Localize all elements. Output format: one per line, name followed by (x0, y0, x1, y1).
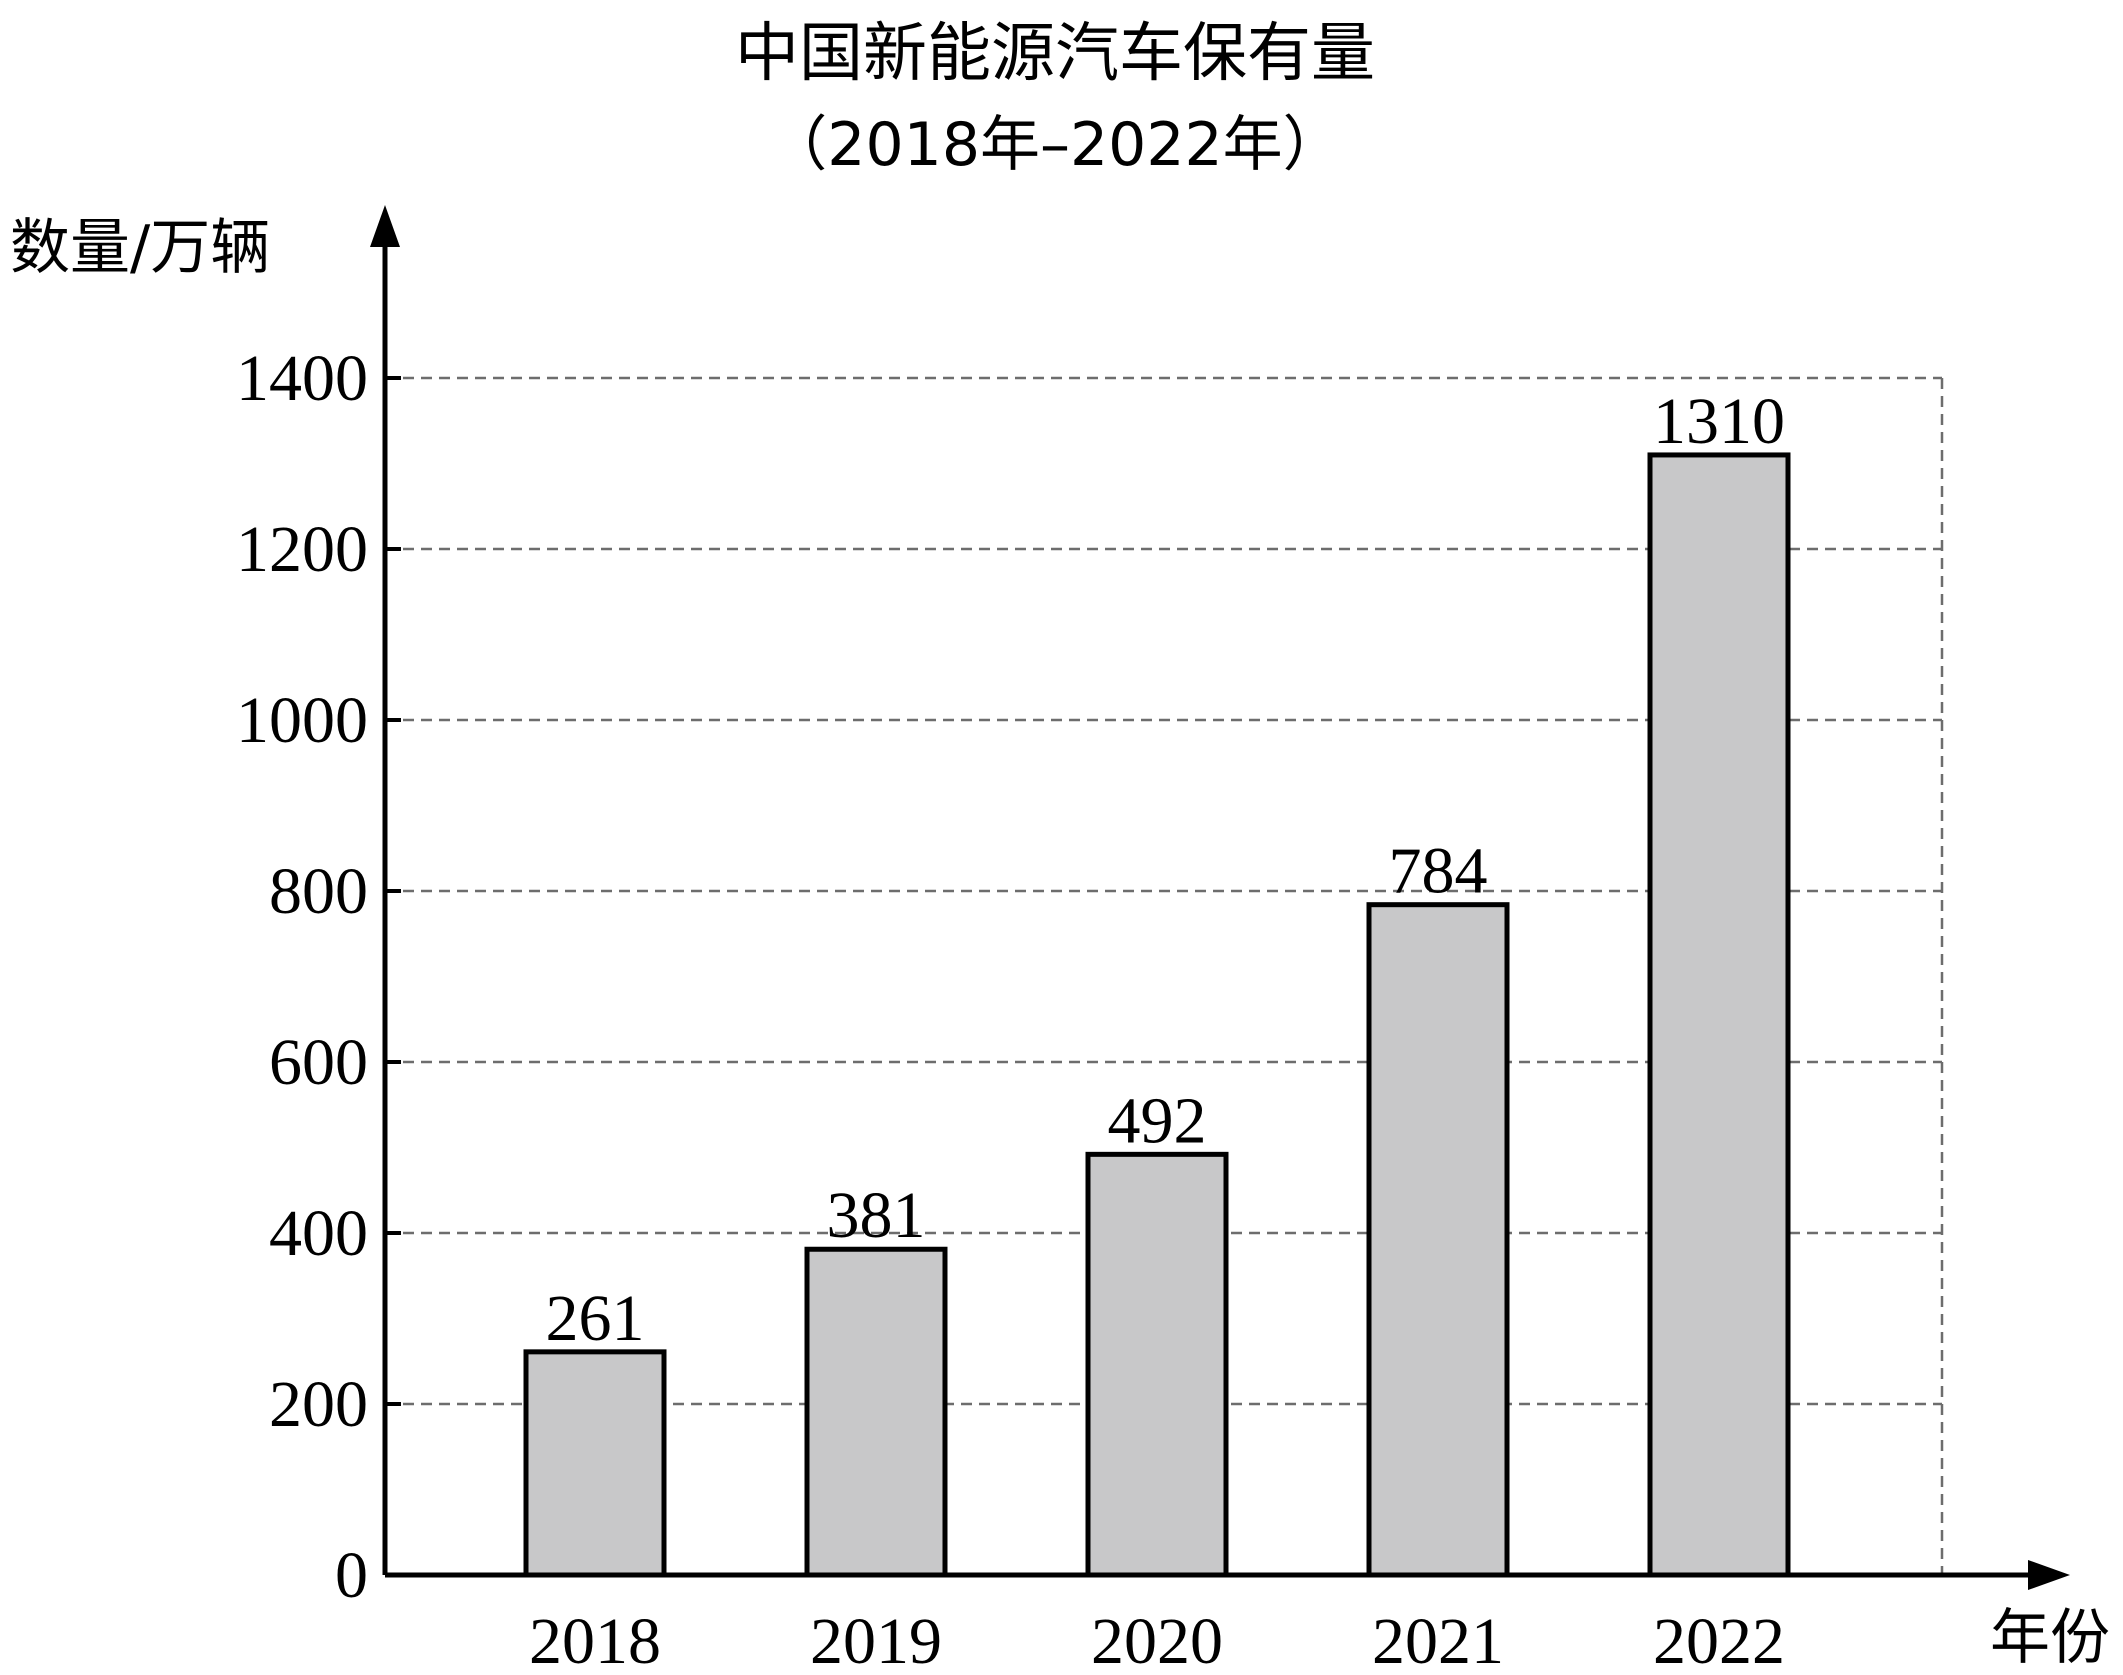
gridlines (385, 376, 1944, 1575)
y-tick-label: 1000 (236, 684, 368, 757)
x-tick-label: 2022 (1653, 1605, 1785, 1675)
y-tick-label: 0 (335, 1539, 368, 1612)
y-axis-label: 数量/万辆 (10, 213, 270, 283)
y-axis-arrow (370, 205, 400, 247)
bar (523, 1349, 667, 1578)
x-tick-label: 2018 (529, 1605, 661, 1675)
y-tick-label: 800 (269, 855, 368, 928)
y-tick-label: 1200 (236, 513, 368, 586)
bar (1647, 452, 1791, 1578)
y-tick-label: 1400 (236, 342, 368, 415)
x-tick-label: 2021 (1372, 1605, 1504, 1675)
x-tick-label: 2020 (1091, 1605, 1223, 1675)
bar (804, 1246, 948, 1578)
bar (1085, 1151, 1229, 1578)
bar (1366, 902, 1510, 1578)
data-label: 1310 (1653, 385, 1785, 458)
chart-title: 中国新能源汽车保有量 (735, 17, 1375, 91)
y-tick-label: 400 (269, 1197, 368, 1270)
y-tick-label: 600 (269, 1026, 368, 1099)
x-axis-label: 年份 (1990, 1603, 2110, 1673)
bars (523, 452, 1791, 1578)
chart-subtitle: （2018年–2022年） (767, 110, 1342, 180)
data-label: 784 (1389, 835, 1488, 908)
data-label: 261 (546, 1282, 645, 1355)
y-tick-label: 200 (269, 1368, 368, 1441)
axes (370, 205, 2070, 1590)
data-label: 492 (1108, 1084, 1207, 1157)
labels: 261 2018 381 2019 492 2020 784 2021 1310 2022 0 200… (236, 342, 1785, 1675)
x-tick-label: 2019 (810, 1605, 942, 1675)
data-label: 381 (827, 1179, 926, 1252)
x-axis-arrow (2028, 1560, 2070, 1590)
